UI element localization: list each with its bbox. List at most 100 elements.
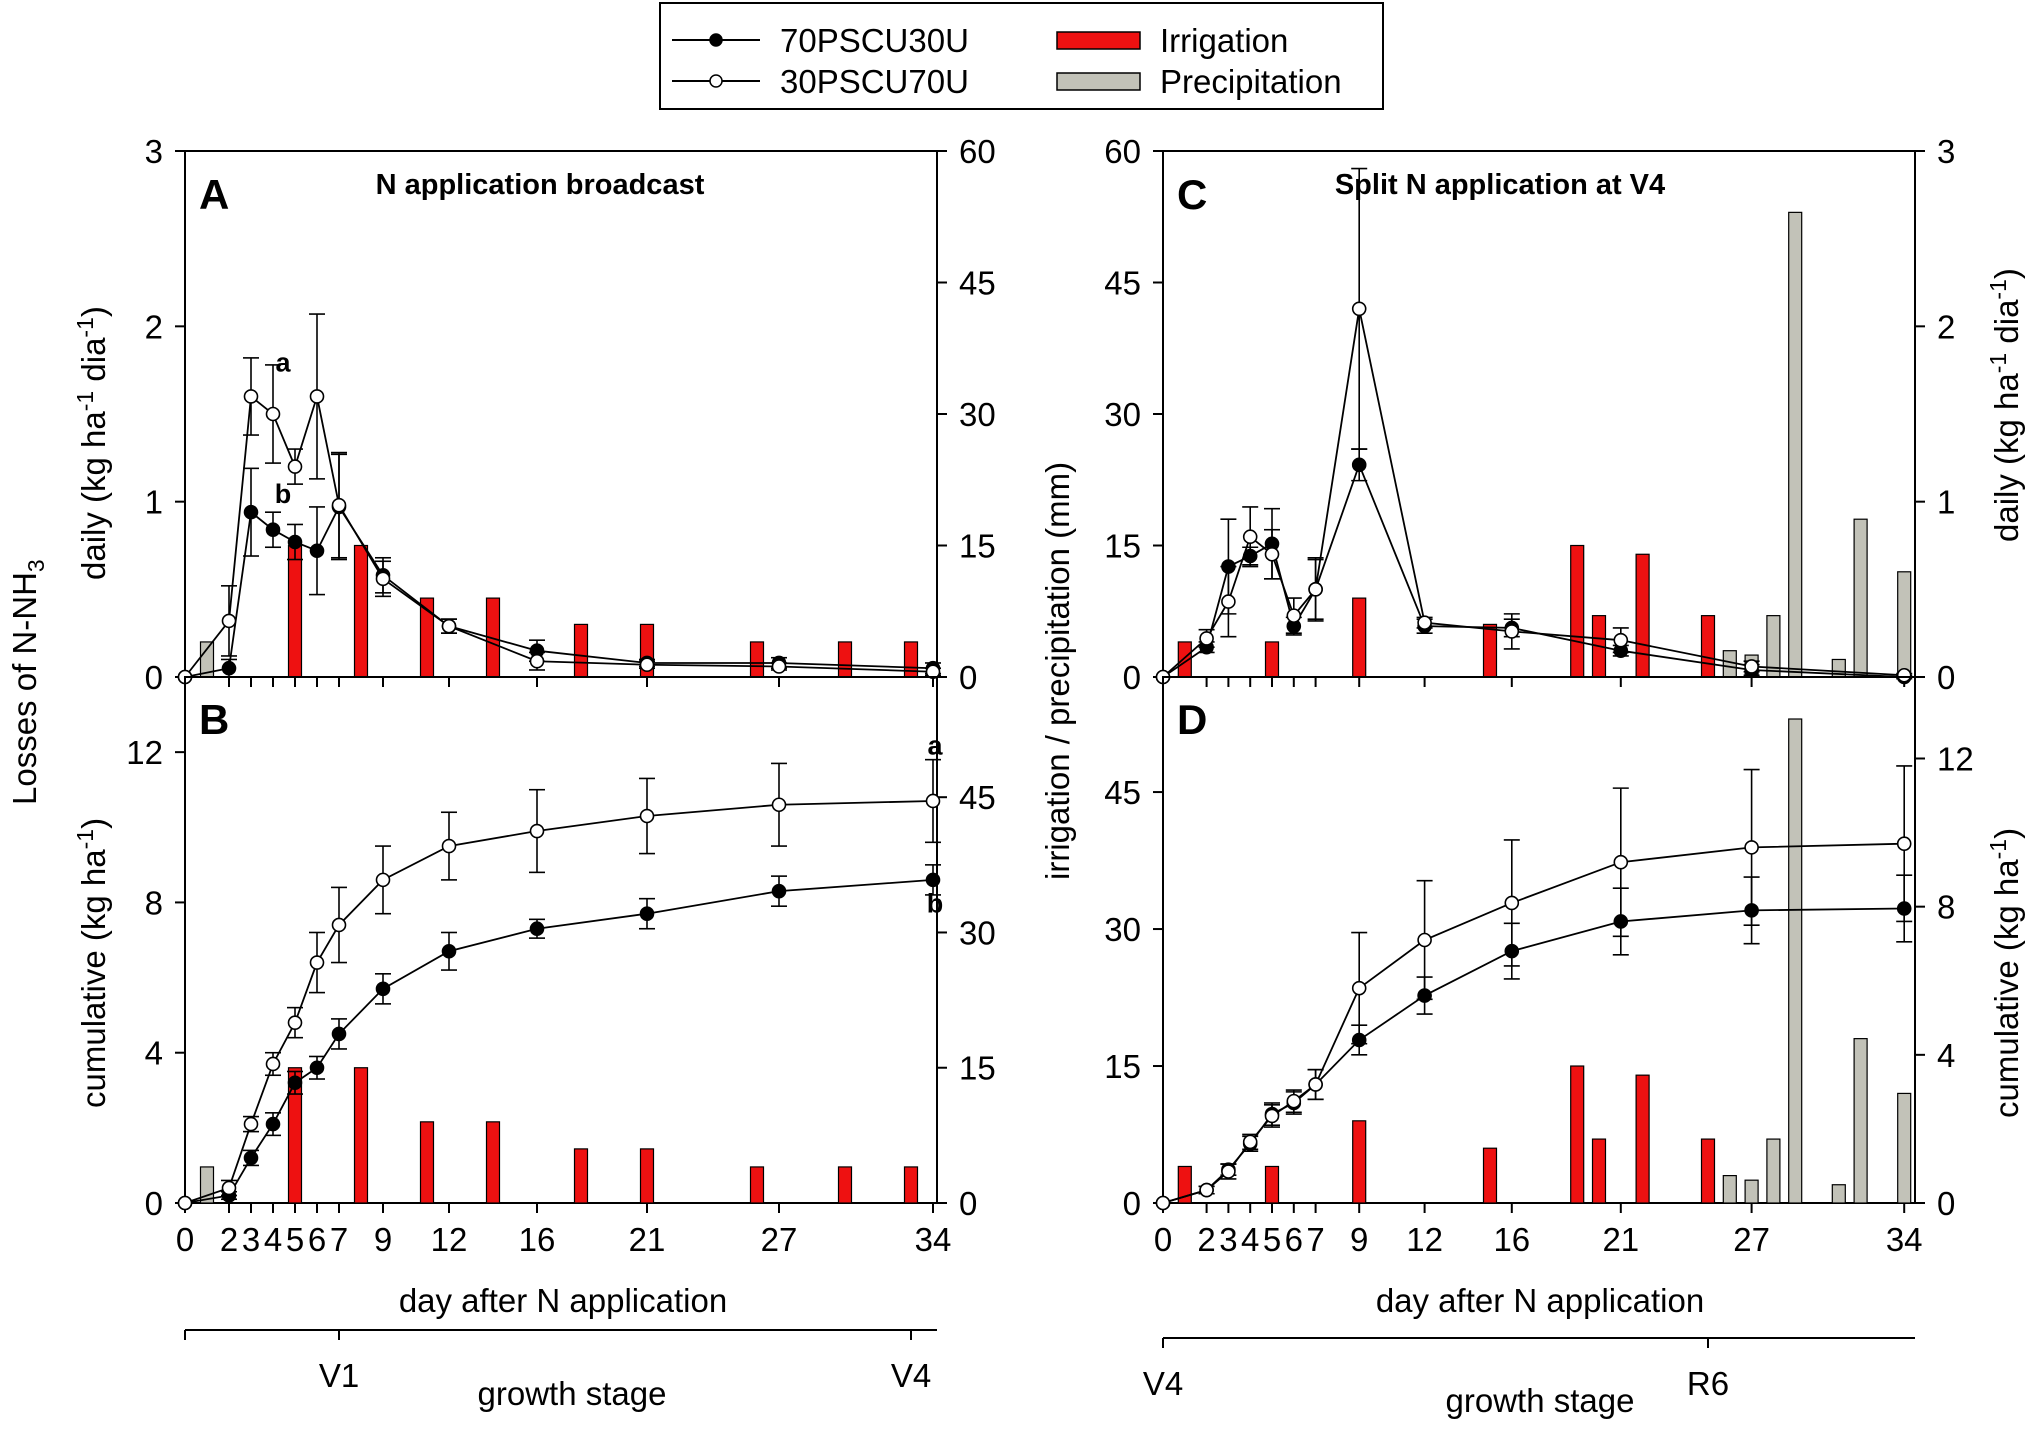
data-point-30 <box>309 389 325 404</box>
irrigation-bar <box>1264 641 1280 678</box>
irrigation-bar <box>287 1067 303 1204</box>
label-daily-right: daily (kg ha-1 dia-1) <box>1985 268 2025 542</box>
daily-right-sup2: -1 <box>1985 279 2011 299</box>
growth-axis-left-stage-label: V4 <box>891 1357 931 1394</box>
y2-tick-label: 45 <box>959 265 996 302</box>
data-point-30 <box>1613 854 1629 870</box>
data-point-70 <box>1242 548 1258 564</box>
irrigation-bar <box>353 1067 369 1204</box>
data-point-70 <box>221 660 237 676</box>
data-point-30 <box>1221 594 1236 609</box>
data-point-30 <box>1286 1093 1302 1109</box>
data-point-70 <box>287 1075 303 1091</box>
irrigation-bar <box>639 1148 655 1204</box>
data-point-30 <box>221 613 237 629</box>
irrigation-bar <box>749 641 765 678</box>
y2-tick-label: 30 <box>959 914 996 951</box>
data-point-30 <box>639 808 655 824</box>
data-point-30 <box>1351 980 1367 996</box>
irrigation-bar <box>287 544 303 678</box>
irrigation-bar <box>1352 1120 1367 1204</box>
growth-axis-right: V4 R6 <box>1143 1337 1915 1402</box>
irrigation-bar <box>573 1148 589 1204</box>
y-tick-label: 12 <box>1937 740 1974 777</box>
data-point-30 <box>1264 1108 1280 1124</box>
cum-right-pre: cumulative (kg ha <box>1988 859 2025 1118</box>
irrigation-bar <box>1177 1165 1192 1204</box>
x-tick-label: 4 <box>264 1221 282 1258</box>
x-label-right: day after N application <box>1376 1282 1704 1319</box>
data-point-30 <box>221 1180 237 1196</box>
y-tick-label: 4 <box>145 1035 163 1072</box>
y-tick-label: 0 <box>1937 659 1955 696</box>
y-tick-label: 8 <box>1937 889 1955 926</box>
x-tick-label: 7 <box>330 1221 348 1258</box>
x-tick-label: 6 <box>308 1221 326 1258</box>
data-point-70 <box>1613 914 1629 929</box>
legend-label-irrigation: Irrigation <box>1160 22 1288 59</box>
x-tick-label: 2 <box>1197 1221 1215 1258</box>
panel-title-c: Split N application at V4 <box>1335 169 1665 201</box>
cum-left-pre: cumulative (kg ha <box>75 849 112 1108</box>
y-tick-label: 0 <box>1937 1185 1955 1222</box>
irrigation-bar <box>485 1121 501 1204</box>
y-tick-label: 8 <box>145 884 163 921</box>
data-point-30 <box>1417 932 1432 948</box>
data-point-30 <box>529 653 545 669</box>
x-tick-label: 5 <box>286 1221 304 1258</box>
significance-label: b <box>927 888 944 918</box>
data-point-30 <box>1199 631 1214 646</box>
x-tick-label: 3 <box>1219 1221 1237 1258</box>
data-point-30 <box>375 571 391 587</box>
data-point-70 <box>243 504 259 520</box>
y2-tick-label: 45 <box>1104 774 1141 811</box>
data-point-70 <box>925 872 941 888</box>
panel-letter-c: C <box>1177 171 1207 218</box>
precipitation-bar <box>1853 1038 1868 1204</box>
data-point-30 <box>265 1056 281 1072</box>
growth-label-right: growth stage <box>1446 1382 1635 1419</box>
growth-axis-left: V1 V4 <box>184 1329 937 1394</box>
legend: 70PSCU30U 30PSCU70U Irrigation Precipita… <box>659 2 1384 110</box>
data-point-70 <box>1221 559 1236 574</box>
y2-tick-label: 45 <box>959 779 996 816</box>
daily-left-sup1: -1 <box>72 391 98 411</box>
data-point-30 <box>1221 1164 1236 1179</box>
data-point-30 <box>375 872 391 888</box>
x-tick-label: 0 <box>176 1221 194 1258</box>
data-point-30 <box>1504 895 1520 911</box>
growth-axis-right-stage-label: R6 <box>1687 1365 1729 1402</box>
y-tick-label: 1 <box>145 484 163 521</box>
data-point-30 <box>243 389 259 404</box>
y-tick-label: 0 <box>145 659 163 696</box>
precipitation-bar <box>1766 1138 1781 1204</box>
data-point-70 <box>1896 901 1912 916</box>
data-point-70 <box>265 1116 281 1132</box>
x-tick-label: 12 <box>1406 1221 1443 1258</box>
daily-left-pre: daily (kg ha <box>75 411 112 580</box>
data-point-30 <box>1308 582 1323 597</box>
label-irrigation-precipitation: irrigation / precipitation (mm) <box>1039 462 1076 880</box>
significance-label: a <box>927 731 943 761</box>
irrigation-bar <box>1700 615 1716 678</box>
panel-letter-b: B <box>199 696 229 743</box>
daily-right-sup1: -1 <box>1985 353 2011 373</box>
data-point-30 <box>265 406 281 422</box>
data-point-70 <box>1351 1032 1367 1048</box>
daily-right-pre: daily (kg ha <box>1988 373 2025 542</box>
irrigation-bar <box>1700 1138 1716 1204</box>
legend-swatch-precipitation <box>1056 72 1141 91</box>
data-point-30 <box>1351 301 1367 317</box>
data-point-70 <box>441 943 457 959</box>
x-tick-label: 4 <box>1241 1221 1259 1258</box>
precipitation-bar <box>1744 1179 1759 1204</box>
y2-tick-label: 60 <box>1104 133 1141 170</box>
x-tick-label: 6 <box>1285 1221 1303 1258</box>
data-point-30 <box>1308 1077 1323 1092</box>
irrigation-bar <box>1635 1074 1650 1204</box>
y-tick-label: 4 <box>1937 1037 1955 1074</box>
precipitation-bar <box>1722 1175 1737 1204</box>
